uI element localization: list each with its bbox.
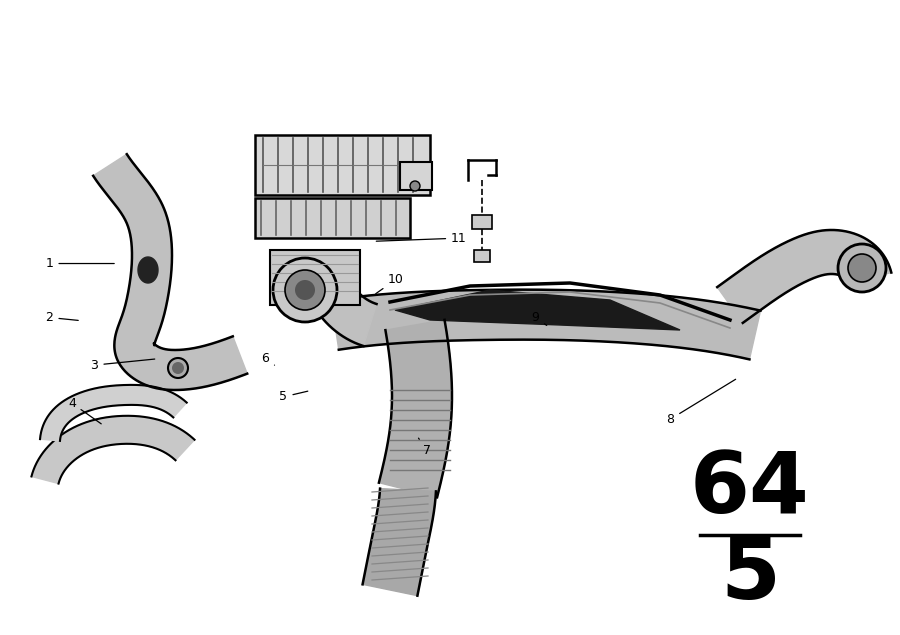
- Text: 9: 9: [532, 311, 546, 325]
- Text: 11: 11: [376, 232, 467, 244]
- Polygon shape: [310, 280, 376, 346]
- Text: 10: 10: [376, 273, 404, 293]
- Circle shape: [838, 244, 886, 292]
- Polygon shape: [138, 257, 158, 283]
- Circle shape: [273, 258, 337, 322]
- Polygon shape: [395, 290, 680, 330]
- Circle shape: [848, 254, 876, 282]
- Text: 3: 3: [91, 359, 155, 371]
- Polygon shape: [94, 154, 248, 390]
- Circle shape: [168, 358, 188, 378]
- Polygon shape: [331, 290, 760, 359]
- Polygon shape: [379, 320, 452, 497]
- Text: 64: 64: [690, 448, 810, 531]
- Bar: [474, 250, 490, 262]
- Text: 5: 5: [280, 391, 308, 403]
- Circle shape: [285, 270, 325, 310]
- Text: 4: 4: [68, 397, 101, 424]
- Text: 8: 8: [667, 379, 735, 425]
- Bar: [255, 198, 410, 238]
- Text: 6: 6: [262, 352, 274, 365]
- Circle shape: [295, 280, 315, 300]
- Polygon shape: [363, 488, 436, 596]
- Circle shape: [410, 181, 420, 191]
- Bar: [472, 215, 492, 229]
- Bar: [255, 135, 430, 195]
- Polygon shape: [32, 416, 194, 484]
- Polygon shape: [40, 385, 186, 441]
- Text: 2: 2: [46, 311, 78, 324]
- Text: 5: 5: [720, 533, 780, 617]
- Polygon shape: [717, 230, 891, 323]
- Bar: [270, 250, 360, 305]
- Text: 1: 1: [46, 257, 114, 270]
- Bar: [400, 162, 432, 190]
- Text: 7: 7: [418, 438, 431, 457]
- Circle shape: [172, 362, 184, 374]
